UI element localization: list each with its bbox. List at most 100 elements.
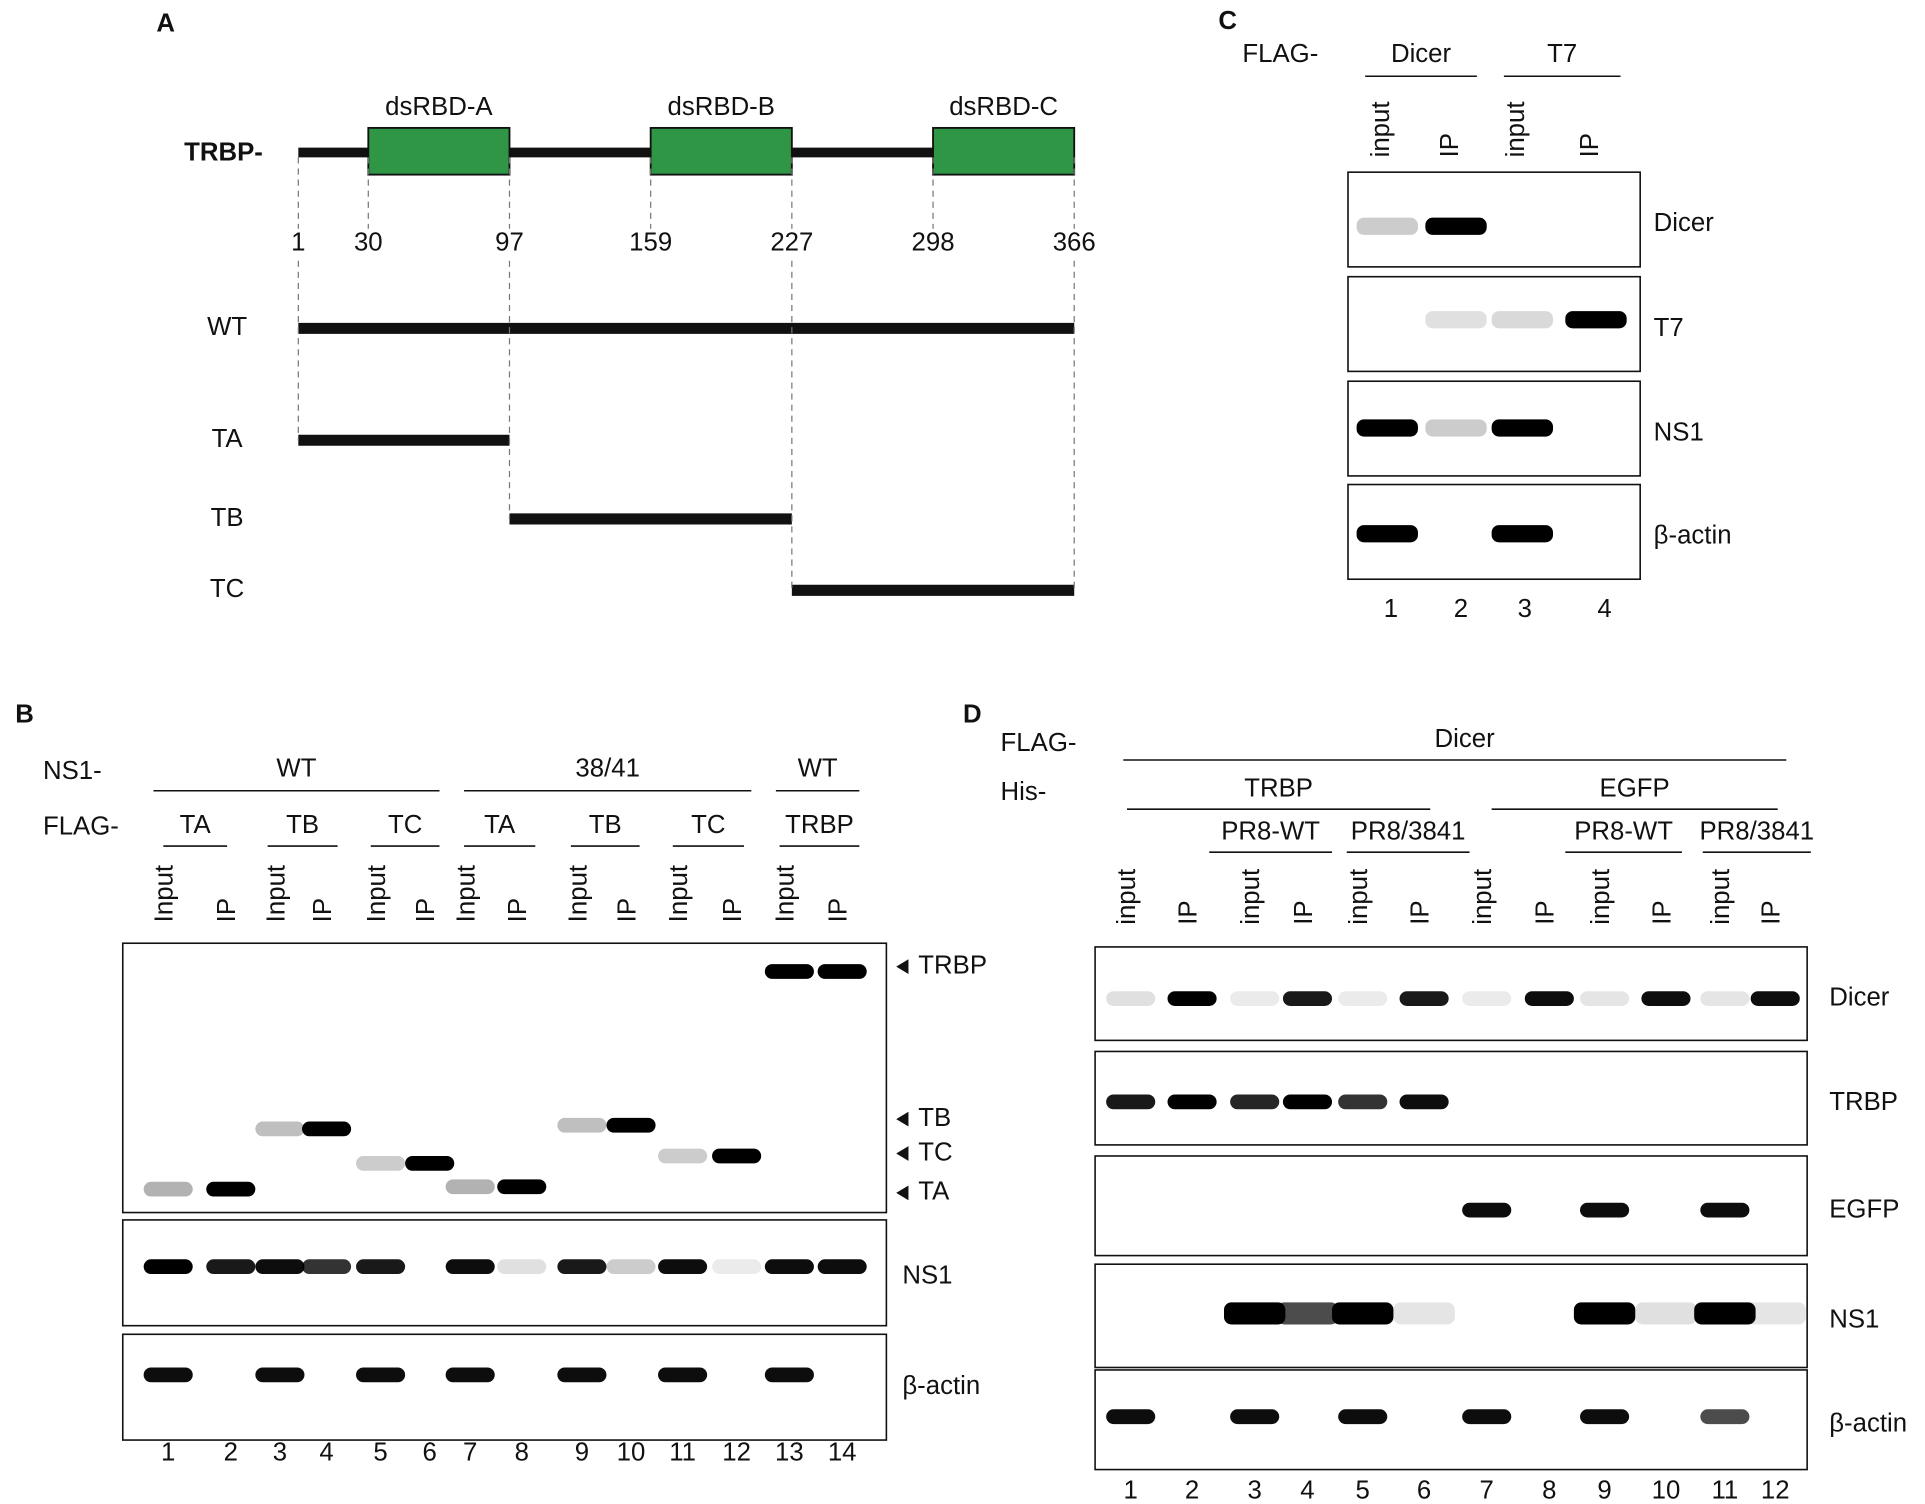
lane-number: 4 — [1300, 1477, 1314, 1504]
band — [356, 1155, 406, 1171]
lane-label: Input — [453, 865, 481, 922]
lane-number: 1 — [1124, 1477, 1138, 1504]
domain-label: dsRBD-A — [385, 93, 493, 121]
lane-number: 5 — [373, 1438, 387, 1466]
lane-label: IP — [1174, 900, 1202, 924]
band — [1580, 991, 1630, 1006]
band — [1106, 1094, 1156, 1110]
lane-number: 11 — [1712, 1477, 1739, 1504]
band — [1462, 1409, 1512, 1425]
domain-box — [932, 126, 1076, 176]
band — [1491, 419, 1554, 437]
domain-label: dsRBD-B — [668, 93, 775, 121]
band — [255, 1259, 305, 1275]
lane-label: IP — [309, 898, 337, 922]
band — [497, 1259, 547, 1275]
lane-label: IP — [1436, 133, 1464, 157]
band — [1356, 525, 1418, 543]
band — [445, 1259, 495, 1275]
band — [1700, 991, 1750, 1006]
lane-label: IP — [1648, 900, 1676, 924]
lane-number: 9 — [575, 1438, 589, 1466]
band — [1425, 217, 1487, 235]
lane-number: 5 — [1356, 1477, 1370, 1504]
band — [356, 1367, 406, 1383]
lane-number: 2 — [224, 1438, 238, 1466]
band — [557, 1117, 607, 1133]
lane-number: 11 — [669, 1438, 696, 1466]
domain-label: dsRBD-C — [949, 93, 1058, 121]
blot-label: β-actin — [902, 1372, 980, 1400]
subgroup-label: PR8-WT — [1574, 817, 1673, 845]
lane-number: 14 — [828, 1438, 857, 1466]
lane-number: 12 — [1761, 1477, 1790, 1504]
marker-arrow — [896, 1111, 909, 1127]
lane-number: 2 — [1185, 1477, 1199, 1504]
row-label: FLAG- — [1242, 40, 1318, 68]
marker-arrow — [896, 1146, 909, 1161]
band — [1167, 1094, 1217, 1110]
blot-panel — [1094, 1369, 1808, 1471]
band — [356, 1259, 406, 1275]
band — [255, 1367, 305, 1383]
lane-label: input — [1237, 869, 1265, 925]
group-label: TB — [589, 811, 622, 839]
band — [1491, 525, 1554, 543]
band — [1338, 991, 1388, 1006]
marker-arrow — [896, 1185, 909, 1201]
domain-box — [649, 126, 793, 176]
band — [712, 1259, 762, 1275]
band — [445, 1367, 495, 1383]
blot-label: Dicer — [1654, 209, 1715, 237]
band — [606, 1117, 656, 1133]
lane-number: 13 — [775, 1438, 804, 1466]
group-label: TB — [286, 811, 319, 839]
band — [1573, 1302, 1636, 1325]
lane-label: IP — [504, 898, 532, 922]
band — [658, 1259, 708, 1275]
band — [712, 1148, 762, 1164]
blot-label: TRBP — [1829, 1088, 1898, 1116]
group-label: TRBP — [785, 811, 854, 839]
band — [1635, 1302, 1697, 1325]
panel-label: C — [1218, 7, 1237, 35]
blot-label: NS1 — [902, 1261, 952, 1289]
lane-label: Input — [151, 865, 179, 922]
domain-box — [367, 126, 511, 176]
lane-label: IP — [613, 898, 641, 922]
band — [1700, 1409, 1750, 1425]
band — [1356, 217, 1418, 235]
band — [1338, 1094, 1388, 1110]
band — [817, 964, 867, 979]
lane-label: IP — [1406, 900, 1434, 924]
lane-number: 10 — [1652, 1477, 1681, 1504]
lane-label: Input — [564, 865, 592, 922]
lane-label: IP — [719, 898, 747, 922]
band — [658, 1148, 708, 1164]
band — [1425, 419, 1487, 437]
group-label: TA — [180, 811, 212, 839]
subgroup-label: PR8/3841 — [1699, 817, 1814, 845]
row-label: FLAG- — [1001, 729, 1077, 757]
residue-position: 97 — [495, 228, 524, 256]
residue-position: 366 — [1053, 228, 1096, 256]
group-label: Dicer — [1391, 40, 1452, 68]
band — [606, 1259, 656, 1275]
group-label: EGFP — [1600, 774, 1670, 802]
group-label: TC — [388, 811, 422, 839]
lane-label: Input — [772, 865, 800, 922]
group-label: TRBP — [1244, 774, 1313, 802]
lane-number: 8 — [515, 1438, 529, 1466]
lane-number: 6 — [1417, 1477, 1431, 1504]
band — [1106, 1409, 1156, 1425]
marker-arrow — [896, 959, 909, 974]
band — [764, 964, 814, 979]
group-label: WT — [798, 755, 838, 783]
lane-number: 2 — [1454, 595, 1468, 623]
construct-label: TB — [211, 504, 244, 532]
band — [1694, 1302, 1756, 1325]
band — [1106, 991, 1156, 1006]
residue-position: 298 — [912, 228, 955, 256]
band — [1565, 311, 1627, 329]
lane-number: 3 — [1248, 1477, 1262, 1504]
